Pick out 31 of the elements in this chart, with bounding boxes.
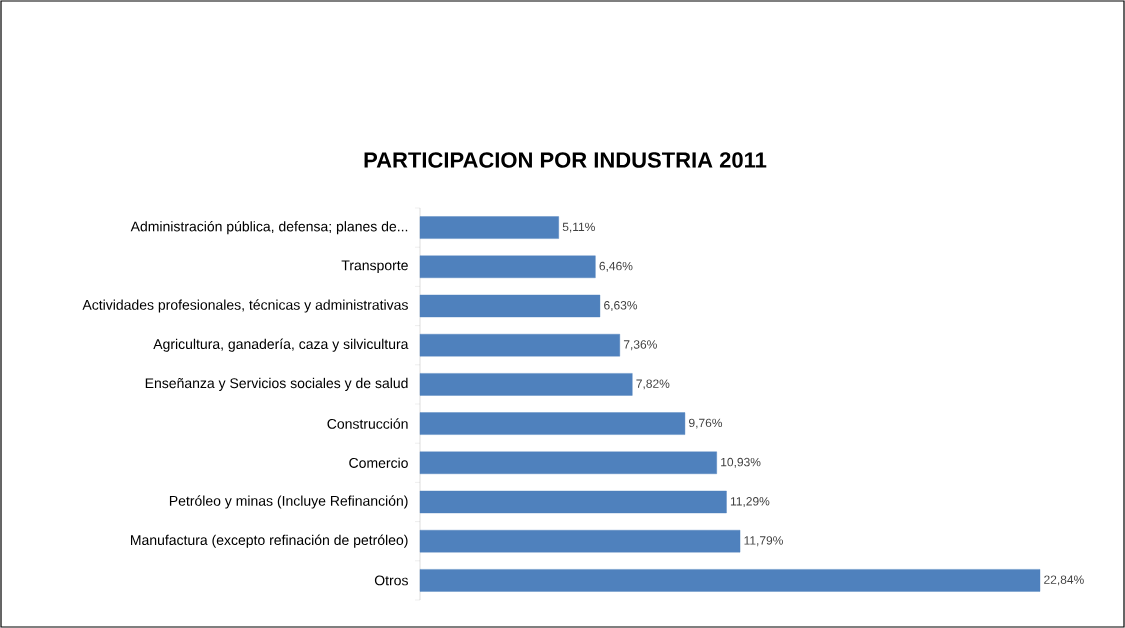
data-label: 6,46% [599, 261, 633, 272]
y-tick-label: Construcción [327, 418, 408, 429]
bar [419, 294, 601, 318]
data-label: 7,82% [636, 379, 670, 390]
y-tick-label: Transporte [341, 260, 408, 274]
bar [419, 451, 717, 474]
data-label: 5,11% [562, 222, 595, 233]
bar [419, 490, 727, 514]
y-tick-label: Petróleo y minas (Incluye Refinanción) [169, 495, 408, 509]
data-label: 22,84% [1044, 575, 1084, 586]
data-label: 7,36% [623, 340, 657, 351]
bar [419, 412, 686, 435]
data-label: 10,93% [721, 457, 761, 468]
data-label: 11,29% [730, 497, 770, 507]
bar [419, 529, 741, 553]
chart-title: PARTICIPACION POR INDUSTRIA 2011 [364, 152, 767, 168]
bar [419, 333, 620, 357]
data-label: 11,79% [744, 536, 783, 547]
y-tick-label: Enseñanza y Servicios sociales y de salud [145, 377, 408, 391]
y-tick-label: Manufactura (excepto refinación de petróleo) [131, 534, 408, 548]
y-tick-label: Actividades profesionales, técnicas y administrativas [82, 299, 408, 313]
bar [419, 373, 633, 396]
data-label: 9,76% [689, 418, 723, 429]
y-tick-label: Comercio [349, 457, 408, 468]
bar [419, 255, 596, 278]
y-tick-label: Administración pública, defensa; planes de... [130, 220, 408, 235]
y-tick-label: Otros [374, 575, 408, 586]
data-label: 6,63% [604, 301, 638, 311]
bar [419, 569, 1041, 592]
y-tick-label: Agricultura, ganadería, caza y silvicultura [153, 338, 409, 352]
bar [419, 216, 559, 239]
